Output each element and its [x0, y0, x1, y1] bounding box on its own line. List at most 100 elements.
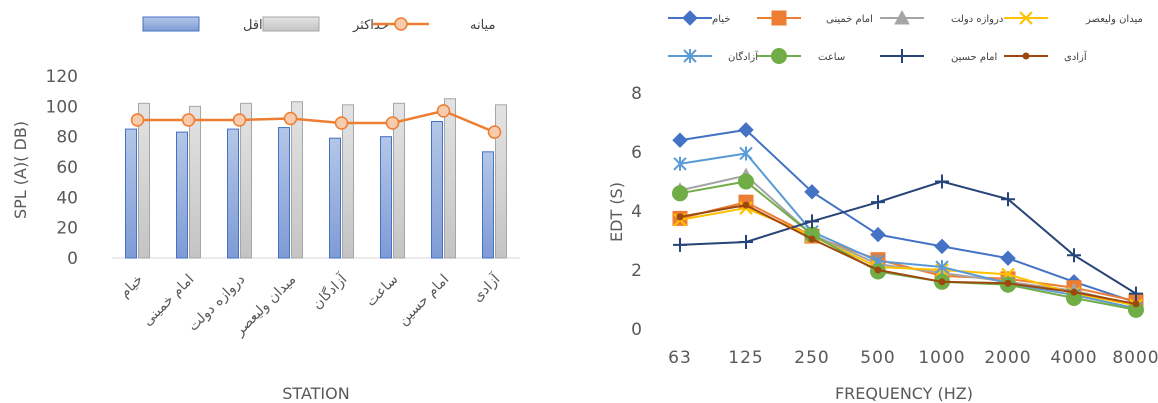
series-point-6	[1067, 248, 1081, 263]
chart1-legend-label: میانه	[470, 18, 495, 33]
series-point-6	[1001, 192, 1015, 207]
series-point-7	[874, 266, 882, 274]
chart1-x-title: STATION	[282, 384, 349, 403]
chart2-legend-label: خیام	[712, 14, 730, 25]
bar-min	[329, 137, 341, 259]
series-point-7	[808, 235, 816, 243]
series-line-0	[679, 128, 1137, 304]
bar-max	[138, 102, 150, 259]
series-point-0	[672, 132, 688, 148]
series-point-4	[739, 146, 753, 161]
chart1-legend-swatch	[142, 16, 200, 32]
bar-min	[278, 127, 290, 259]
chart2-y-tick: 0	[631, 320, 642, 340]
chart2-legend-marker	[1019, 11, 1033, 25]
chart1-y-tick: 120	[46, 67, 78, 87]
series-point-6	[871, 195, 885, 210]
chart2-legend-marker	[683, 49, 697, 63]
chart1-category-label: ساعت	[363, 272, 401, 310]
chart2-y-tick: 6	[631, 143, 642, 163]
chart1-y-tick: 0	[67, 249, 78, 269]
bar-min	[176, 131, 188, 259]
chart1-y-tick: 60	[56, 158, 78, 178]
bar-max	[189, 105, 201, 259]
series-point-6	[1129, 286, 1143, 301]
series-point-5	[672, 185, 688, 202]
chart2-legend-label: آزادگان	[728, 50, 759, 63]
chart2-x-tick: 2000	[984, 348, 1031, 368]
chart2-legend-marker	[771, 10, 787, 26]
series-point-5	[738, 173, 754, 190]
chart2-legend-label: دروازه دولت	[951, 14, 1003, 25]
bar-min	[380, 136, 392, 259]
chart2-legend-label: آزادی	[1064, 50, 1088, 63]
chart2-legend-marker	[894, 9, 910, 25]
series-point-0	[870, 226, 886, 243]
chart1-category-label: امام حسین	[395, 272, 452, 329]
chart2-legend-marker	[1022, 52, 1030, 60]
chart1-y-title: SPL (A)( DB)	[11, 121, 30, 219]
bar-max	[240, 102, 252, 259]
chart1-category-label: آزادی	[469, 270, 504, 305]
bar-max	[291, 101, 303, 259]
series-point-4	[673, 156, 687, 171]
median-point	[487, 125, 502, 139]
chart2-x-tick: 1000	[918, 348, 965, 368]
series-point-6	[935, 174, 949, 189]
chart2-legend-marker	[682, 10, 698, 26]
chart1-category-label: آزادگان	[309, 270, 351, 312]
chart2-legend-label: امام خمینی	[826, 14, 873, 25]
chart2-x-tick: 4000	[1050, 348, 1097, 368]
bar-min	[431, 121, 443, 259]
chart2-legend-label: میدان ولیعصر	[1085, 14, 1143, 25]
series-point-7	[1132, 300, 1140, 308]
series-point-0	[738, 122, 754, 138]
bar-max	[342, 104, 354, 259]
series-line-4	[679, 152, 1137, 310]
median-point	[130, 113, 145, 127]
median-line	[137, 109, 495, 134]
median-point	[436, 104, 451, 118]
chart1-y-tick: 80	[56, 128, 78, 148]
series-point-7	[676, 213, 684, 221]
chart2-legend-marker	[771, 48, 787, 64]
chart1-legend-swatch	[262, 16, 320, 32]
series-point-0	[1000, 250, 1016, 266]
chart2-x-tick: 63	[668, 348, 692, 368]
bar-min	[227, 128, 239, 259]
series-point-7	[742, 201, 750, 209]
chart2-x-title: FREQUENCY (HZ)	[835, 384, 973, 403]
chart2-legend-label: ساعت	[818, 52, 845, 63]
series-point-6	[673, 237, 687, 252]
median-point	[385, 116, 400, 130]
chart2-x-tick: 8000	[1112, 348, 1158, 368]
chart2-legend-marker	[895, 49, 909, 63]
chart2-y-tick: 8	[631, 84, 642, 104]
chart1-legend-marker	[394, 17, 408, 31]
median-point	[181, 113, 196, 127]
chart2-y-tick: 4	[631, 202, 642, 222]
bar-min	[482, 151, 494, 259]
bar-min	[125, 128, 137, 259]
chart2-x-tick: 500	[860, 348, 895, 368]
median-point	[283, 111, 298, 126]
chart1-category-label: خیام	[117, 272, 147, 302]
median-point	[232, 113, 247, 127]
chart1-y-tick: 100	[46, 97, 78, 117]
series-point-7	[1004, 279, 1012, 287]
chart2-legend-label: امام حسین	[951, 52, 997, 63]
series-line-6	[679, 180, 1137, 295]
chart1-legend-label: حداکثر	[352, 18, 389, 33]
series-point-7	[1070, 288, 1078, 296]
series-point-0	[934, 238, 950, 255]
chart1-y-tick: 40	[56, 188, 78, 208]
chart2-y-tick: 2	[631, 261, 642, 281]
series-point-0	[804, 184, 820, 200]
bar-max	[495, 104, 507, 259]
chart2-x-tick: 250	[794, 348, 829, 368]
series-point-6	[805, 214, 819, 229]
series-point-4	[935, 260, 949, 275]
median-point	[334, 116, 349, 130]
series-line-7	[679, 204, 1137, 305]
